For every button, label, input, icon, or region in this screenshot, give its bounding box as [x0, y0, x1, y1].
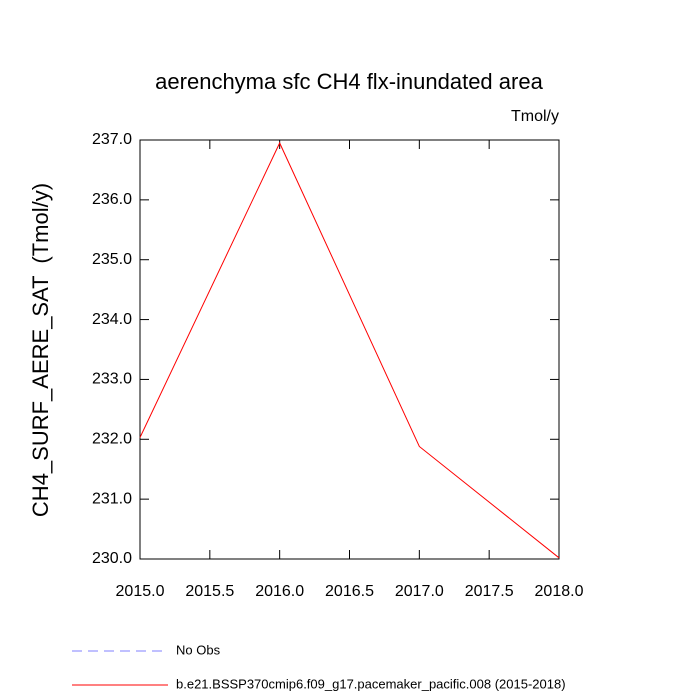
y-tick-label: 237.0: [92, 131, 132, 148]
x-tick-label: 2016.5: [325, 583, 374, 600]
units-label: Tmol/y: [511, 108, 559, 125]
y-axis-label: CH4_SURF_AERE_SAT (Tmol/y): [28, 183, 53, 517]
x-tick-label: 2018.0: [535, 583, 584, 600]
plot-frame: [139, 139, 560, 560]
x-tick-label: 2017.5: [465, 583, 514, 600]
y-tick-label: 234.0: [92, 311, 132, 328]
y-tick-label: 235.0: [92, 251, 132, 268]
y-tick-label: 232.0: [92, 431, 132, 448]
legend-label: b.e21.BSSP370cmip6.f09_g17.pacemaker_pac…: [176, 676, 566, 691]
x-tick-label: 2015.0: [116, 583, 165, 600]
legend-label: No Obs: [176, 642, 221, 657]
x-tick-label: 2017.0: [395, 583, 444, 600]
y-tick-label: 233.0: [92, 371, 132, 388]
chart-title: aerenchyma sfc CH4 flx-inundated area: [155, 69, 543, 94]
x-tick-label: 2015.5: [185, 583, 234, 600]
y-tick-label: 230.0: [92, 550, 132, 567]
series-line: [139, 141, 560, 559]
y-tick-label: 236.0: [92, 191, 132, 208]
x-tick-label: 2016.0: [255, 583, 304, 600]
y-tick-label: 231.0: [92, 490, 132, 507]
